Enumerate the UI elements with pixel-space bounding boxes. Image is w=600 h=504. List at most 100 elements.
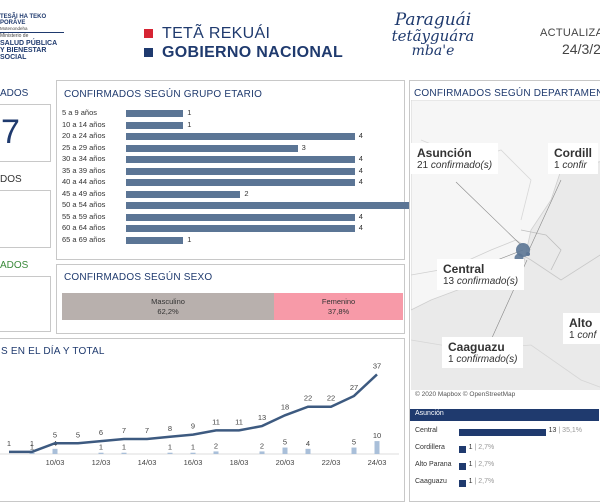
- gov-line1: TETÃ REKUÁI: [162, 24, 271, 42]
- sex-panel-title: CONFIRMADOS SEGÚN SEXO: [64, 272, 213, 283]
- x-tick-label: 10/03: [46, 458, 65, 467]
- age-value-label: 1: [187, 119, 192, 129]
- age-bar[interactable]: [126, 213, 355, 221]
- callout-caaguazu: Caaguazu 1 confirmado(s): [442, 337, 524, 368]
- sex-bar: Masculino 62,2% Femenino 37,8%: [62, 293, 403, 320]
- age-row[interactable]: 35 a 39 años 4: [57, 166, 397, 177]
- map-marker-cordillera[interactable]: [526, 252, 530, 256]
- department-value-label: 1 | 2,7%: [468, 461, 495, 468]
- daily-bar[interactable]: [121, 452, 127, 454]
- department-row[interactable]: Asunción: [410, 409, 600, 421]
- sex-segment-female[interactable]: Femenino 37,8%: [274, 293, 403, 320]
- callout-caaguazu-name: Caaguazu: [448, 340, 505, 354]
- leader-line-cordillera: [528, 179, 562, 251]
- age-row[interactable]: 5 a 9 años 1: [57, 108, 397, 119]
- age-bar[interactable]: [126, 110, 184, 117]
- department-bar[interactable]: [459, 429, 546, 436]
- daily-value-label: 2: [260, 441, 264, 450]
- kpi-title-confirmed: ADOS: [0, 88, 29, 99]
- ministry-line3: Motenondeha: [0, 25, 28, 31]
- ministry-logo: TESÃI HA TEKO PORÃVE Motenondeha Ministe…: [0, 14, 72, 62]
- age-bar[interactable]: [126, 121, 184, 129]
- age-row[interactable]: 55 a 59 años 4: [57, 212, 397, 223]
- total-value-label: 18: [281, 402, 289, 411]
- age-label: 20 a 24 años: [62, 131, 106, 140]
- department-row[interactable]: Cordillera 1 | 2,7%: [410, 443, 600, 455]
- callout-alto-parana: Alto 1 conf: [563, 313, 600, 344]
- department-row[interactable]: Alto Parana 1 | 2,7%: [410, 460, 600, 472]
- daily-bar[interactable]: [305, 448, 311, 454]
- daily-bar[interactable]: [29, 452, 35, 454]
- department-value-label: 13 | 35,1%: [548, 427, 583, 434]
- daily-bar[interactable]: [351, 447, 357, 454]
- daily-bar[interactable]: [167, 452, 173, 454]
- department-bar[interactable]: [459, 463, 466, 470]
- sex-segment-male[interactable]: Masculino 62,2%: [62, 293, 275, 320]
- red-square-icon: [144, 29, 153, 38]
- total-value-label: 7: [145, 426, 149, 435]
- age-bar[interactable]: [126, 133, 355, 140]
- daily-bar[interactable]: [98, 452, 104, 454]
- callout-asuncion-name: Asunción: [417, 146, 472, 160]
- total-value-label: 13: [258, 413, 266, 422]
- department-bar[interactable]: [459, 480, 466, 487]
- blue-square-icon: [144, 48, 153, 57]
- total-value-label: 22: [304, 394, 312, 403]
- x-tick-label: 22/03: [322, 458, 341, 467]
- age-row[interactable]: 25 a 29 años 3: [57, 143, 397, 154]
- callout-alto-count: 1 conf: [569, 330, 597, 341]
- department-highlight: [410, 409, 599, 421]
- total-value-label: 5: [53, 430, 57, 439]
- map-attribution[interactable]: © 2020 Mapbox © OpenStreetMap: [415, 391, 516, 398]
- age-bar[interactable]: [126, 225, 355, 232]
- daily-bar[interactable]: [282, 447, 288, 454]
- daily-bar[interactable]: [52, 448, 58, 454]
- daily-bar[interactable]: [190, 452, 196, 454]
- age-bar[interactable]: [126, 167, 355, 175]
- daily-bar[interactable]: [259, 451, 265, 454]
- daily-value-label: 1: [99, 443, 103, 452]
- age-bar[interactable]: [126, 144, 298, 152]
- age-row[interactable]: 40 a 44 años 4: [57, 177, 397, 188]
- age-bar[interactable]: [126, 179, 355, 186]
- department-label: Cordillera: [415, 444, 445, 451]
- x-tick-label: 24/03: [368, 458, 387, 467]
- age-bar[interactable]: [126, 202, 412, 209]
- department-map[interactable]: Asunción 21 confirmado(s) Cordill 1 conf…: [411, 100, 600, 390]
- daily-bar[interactable]: [374, 441, 380, 454]
- trend-panel: S EN EL DÍA Y TOTAL 1 4 1 1 1 1 2 2 5 4 5 10 1 1 5 5 6 7 7…: [0, 338, 405, 502]
- department-row[interactable]: Central 13 | 35,1%: [410, 426, 600, 438]
- ministry-line4: Ministerio de: [0, 33, 29, 40]
- total-line[interactable]: [9, 373, 378, 454]
- daily-bar[interactable]: [213, 451, 219, 454]
- x-tick-label: 20/03: [276, 458, 295, 467]
- age-label: 55 a 59 años: [62, 211, 106, 221]
- age-group-panel: CONFIRMADOS SEGÚN GRUPO ETARIO 5 a 9 año…: [56, 80, 420, 260]
- age-row[interactable]: 60 a 64 años 4: [57, 223, 397, 234]
- age-row[interactable]: 30 a 34 años 4: [57, 154, 397, 165]
- age-bar[interactable]: [126, 236, 184, 244]
- sex-label-female: Femenino: [321, 297, 356, 306]
- update-date: 24/3/20: [562, 41, 600, 57]
- age-row[interactable]: 45 a 49 años 2: [57, 189, 397, 200]
- ministry-line1: TESÃI HA TEKO: [0, 14, 47, 20]
- total-value-label: 11: [212, 417, 220, 426]
- kpi-title-recovered: ADOS: [0, 260, 29, 271]
- age-row[interactable]: 65 a 69 años 1: [57, 235, 397, 246]
- age-row[interactable]: 20 a 24 años 4: [57, 131, 397, 142]
- age-value-label: 2: [244, 188, 249, 198]
- age-bar[interactable]: [126, 156, 355, 163]
- department-row[interactable]: Caaguazu 1 | 2,7%: [410, 477, 600, 489]
- age-value-label: 4: [358, 131, 363, 140]
- age-bar[interactable]: [126, 190, 241, 198]
- age-label: 30 a 34 años: [62, 154, 106, 163]
- update-label: ACTUALIZA: [540, 27, 600, 39]
- daily-value-label: 1: [30, 443, 34, 452]
- department-percent: 2,7%: [478, 461, 495, 468]
- department-bar[interactable]: [459, 446, 466, 453]
- department-count: 1: [468, 461, 473, 468]
- ministry-line6: Y BIENESTAR SOCIAL: [0, 46, 47, 62]
- age-row[interactable]: 10 a 14 años 1: [57, 120, 397, 131]
